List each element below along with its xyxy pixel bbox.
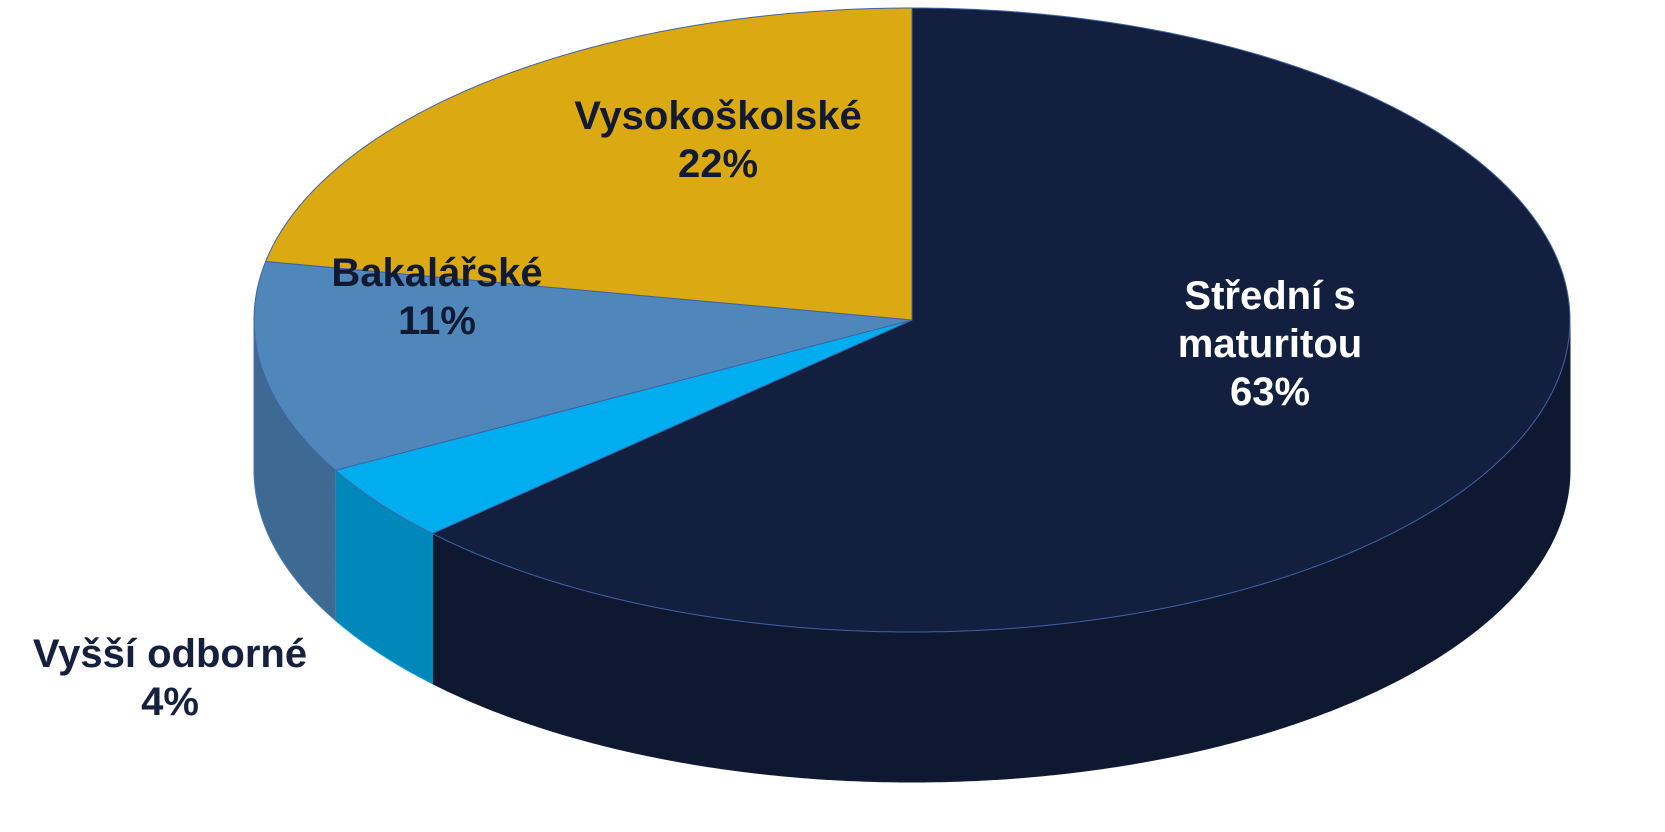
slice xyxy=(264,7,913,321)
label-text: Vysokoškolské xyxy=(574,94,862,138)
label-text: 63% xyxy=(1229,370,1311,414)
data-label: Střední s maturitou 63% xyxy=(1140,272,1400,416)
label-text: 11% xyxy=(398,299,476,343)
label-text: Vyšší odborné xyxy=(32,632,308,676)
data-label: Vysokoškolské 22% xyxy=(548,92,888,188)
slice-top xyxy=(253,261,913,471)
label-text: Bakalářské xyxy=(331,251,543,295)
slice-top xyxy=(431,7,1571,633)
data-label: Bakalářské 11% xyxy=(267,249,607,345)
label-text: Střední s maturitou xyxy=(1177,274,1363,366)
slice-top xyxy=(334,319,913,535)
data-label: Vyšší odborné 4% xyxy=(0,630,340,726)
slice xyxy=(334,319,913,685)
label-text: 4% xyxy=(141,680,199,724)
label-text: 22% xyxy=(677,142,759,186)
slice-top xyxy=(264,7,913,321)
slice xyxy=(253,261,913,622)
